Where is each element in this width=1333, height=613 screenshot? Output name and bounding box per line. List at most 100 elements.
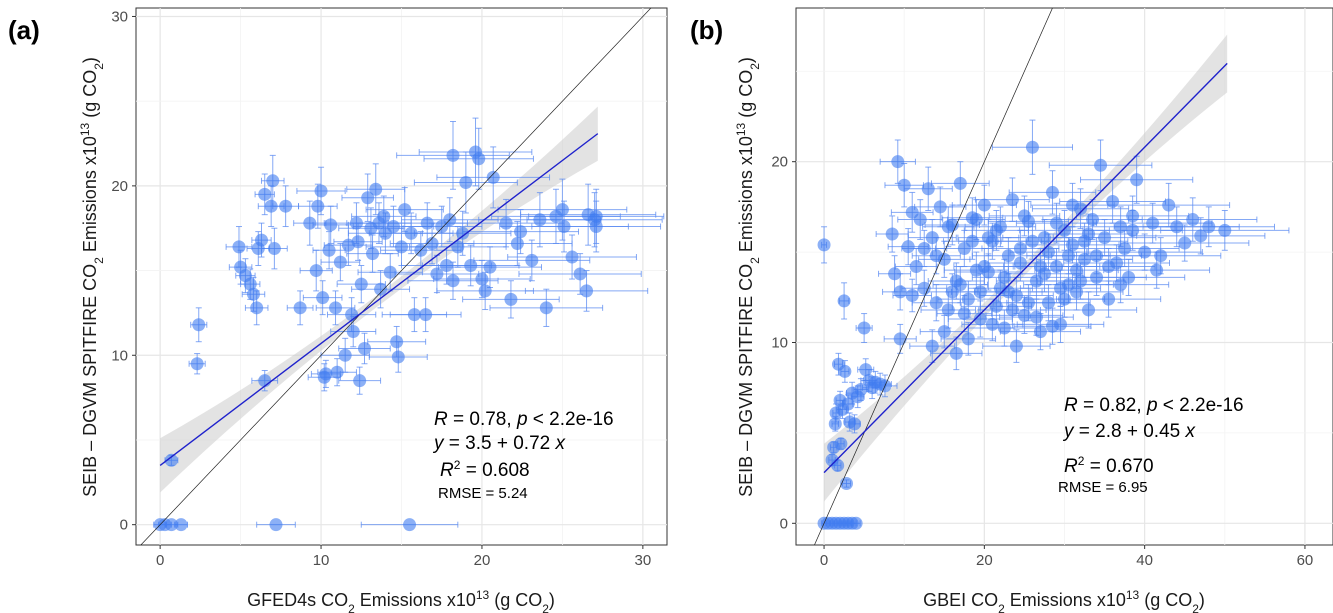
data-point [1049, 260, 1063, 274]
data-point [969, 213, 983, 227]
data-point [440, 258, 454, 272]
data-point [353, 374, 367, 388]
data-point [269, 518, 283, 532]
data-point [973, 285, 987, 299]
data-point [446, 148, 460, 162]
panel-a: (a) 0 10 20 30 0 10 20 30 GFED4s CO2 Emissions … [8, 7, 668, 613]
data-point [828, 417, 842, 431]
data-point [1013, 241, 1027, 255]
data-point [888, 267, 902, 281]
data-point [258, 187, 272, 201]
data-point [266, 174, 280, 188]
data-point [314, 184, 328, 198]
panel-a-lines [140, 8, 652, 545]
data-point [250, 301, 264, 315]
data-point [1025, 234, 1039, 248]
data-point [589, 220, 603, 234]
data-point [901, 240, 915, 254]
data-point [1162, 198, 1176, 212]
data-point [1146, 216, 1160, 230]
y-tick-label: 20 [771, 154, 788, 171]
data-point [164, 453, 178, 467]
data-point [324, 218, 338, 232]
data-point [848, 417, 862, 431]
data-point [349, 216, 363, 230]
data-point [246, 287, 260, 301]
data-point [1037, 231, 1051, 245]
data-point [267, 242, 281, 256]
data-point [330, 365, 344, 379]
data-point [589, 209, 603, 223]
data-point [1070, 285, 1084, 299]
data-point [1082, 303, 1096, 317]
data-point [891, 155, 905, 169]
data-point [1021, 296, 1035, 310]
data-point [817, 238, 831, 252]
data-point [977, 198, 991, 212]
data-point [1005, 193, 1019, 207]
data-point [499, 216, 513, 230]
data-point [264, 199, 278, 213]
data-point [357, 341, 371, 355]
data-point [1041, 296, 1055, 310]
data-point [1218, 223, 1232, 237]
data-point [1045, 185, 1059, 199]
data-point [1013, 256, 1027, 270]
data-point [419, 308, 433, 322]
data-point [456, 226, 470, 240]
data-point [351, 235, 365, 249]
x-tick-label: 30 [635, 552, 652, 569]
data-point [1066, 238, 1080, 252]
data-point [192, 318, 206, 332]
data-point [921, 182, 935, 196]
data-point [319, 367, 333, 381]
data-point [1194, 229, 1208, 243]
data-point [1017, 308, 1031, 322]
panel-b-x-axis-title: GBEI CO2 Emissions x1013 (g CO2) [923, 588, 1205, 613]
data-point [925, 339, 939, 353]
data-point [941, 303, 955, 317]
data-point [965, 234, 979, 248]
data-point [1098, 231, 1112, 245]
data-point [1025, 140, 1039, 154]
data-point [1037, 267, 1051, 281]
data-point [1045, 319, 1059, 333]
data-point [945, 285, 959, 299]
data-point [361, 191, 375, 205]
data-point [961, 332, 975, 346]
data-point [338, 348, 352, 362]
data-point [403, 518, 417, 532]
data-point [369, 182, 383, 196]
data-point [174, 518, 188, 532]
data-point [486, 170, 500, 184]
data-point [857, 321, 871, 335]
data-point [1090, 270, 1104, 284]
data-point [533, 213, 547, 227]
data-point [917, 241, 931, 255]
data-point [1053, 281, 1067, 295]
data-point [953, 176, 967, 190]
data-point [1130, 173, 1144, 187]
data-point [459, 175, 473, 189]
data-point [1090, 249, 1104, 263]
x-tick-label: 20 [474, 552, 491, 569]
data-point [838, 364, 852, 378]
data-point [279, 199, 293, 213]
x-tick-label: 10 [313, 552, 330, 569]
data-point [849, 516, 863, 530]
data-point [993, 281, 1007, 295]
data-point [831, 458, 845, 472]
data-point [345, 308, 359, 322]
data-point [539, 301, 553, 315]
one-to-one-line [814, 8, 1053, 545]
data-point [333, 255, 347, 269]
data-point [255, 233, 269, 247]
data-point [1102, 260, 1116, 274]
data-point [504, 292, 518, 306]
panel-b-stat-equation: y = 2.8 + 0.45 x [1062, 421, 1196, 442]
data-point [997, 270, 1011, 284]
panel-b: (b) 0 20 40 60 0 10 20 GBEI CO2 Emissions x101… [690, 7, 1333, 613]
data-point [1118, 241, 1132, 255]
data-point [398, 203, 412, 217]
data-point [981, 231, 995, 245]
